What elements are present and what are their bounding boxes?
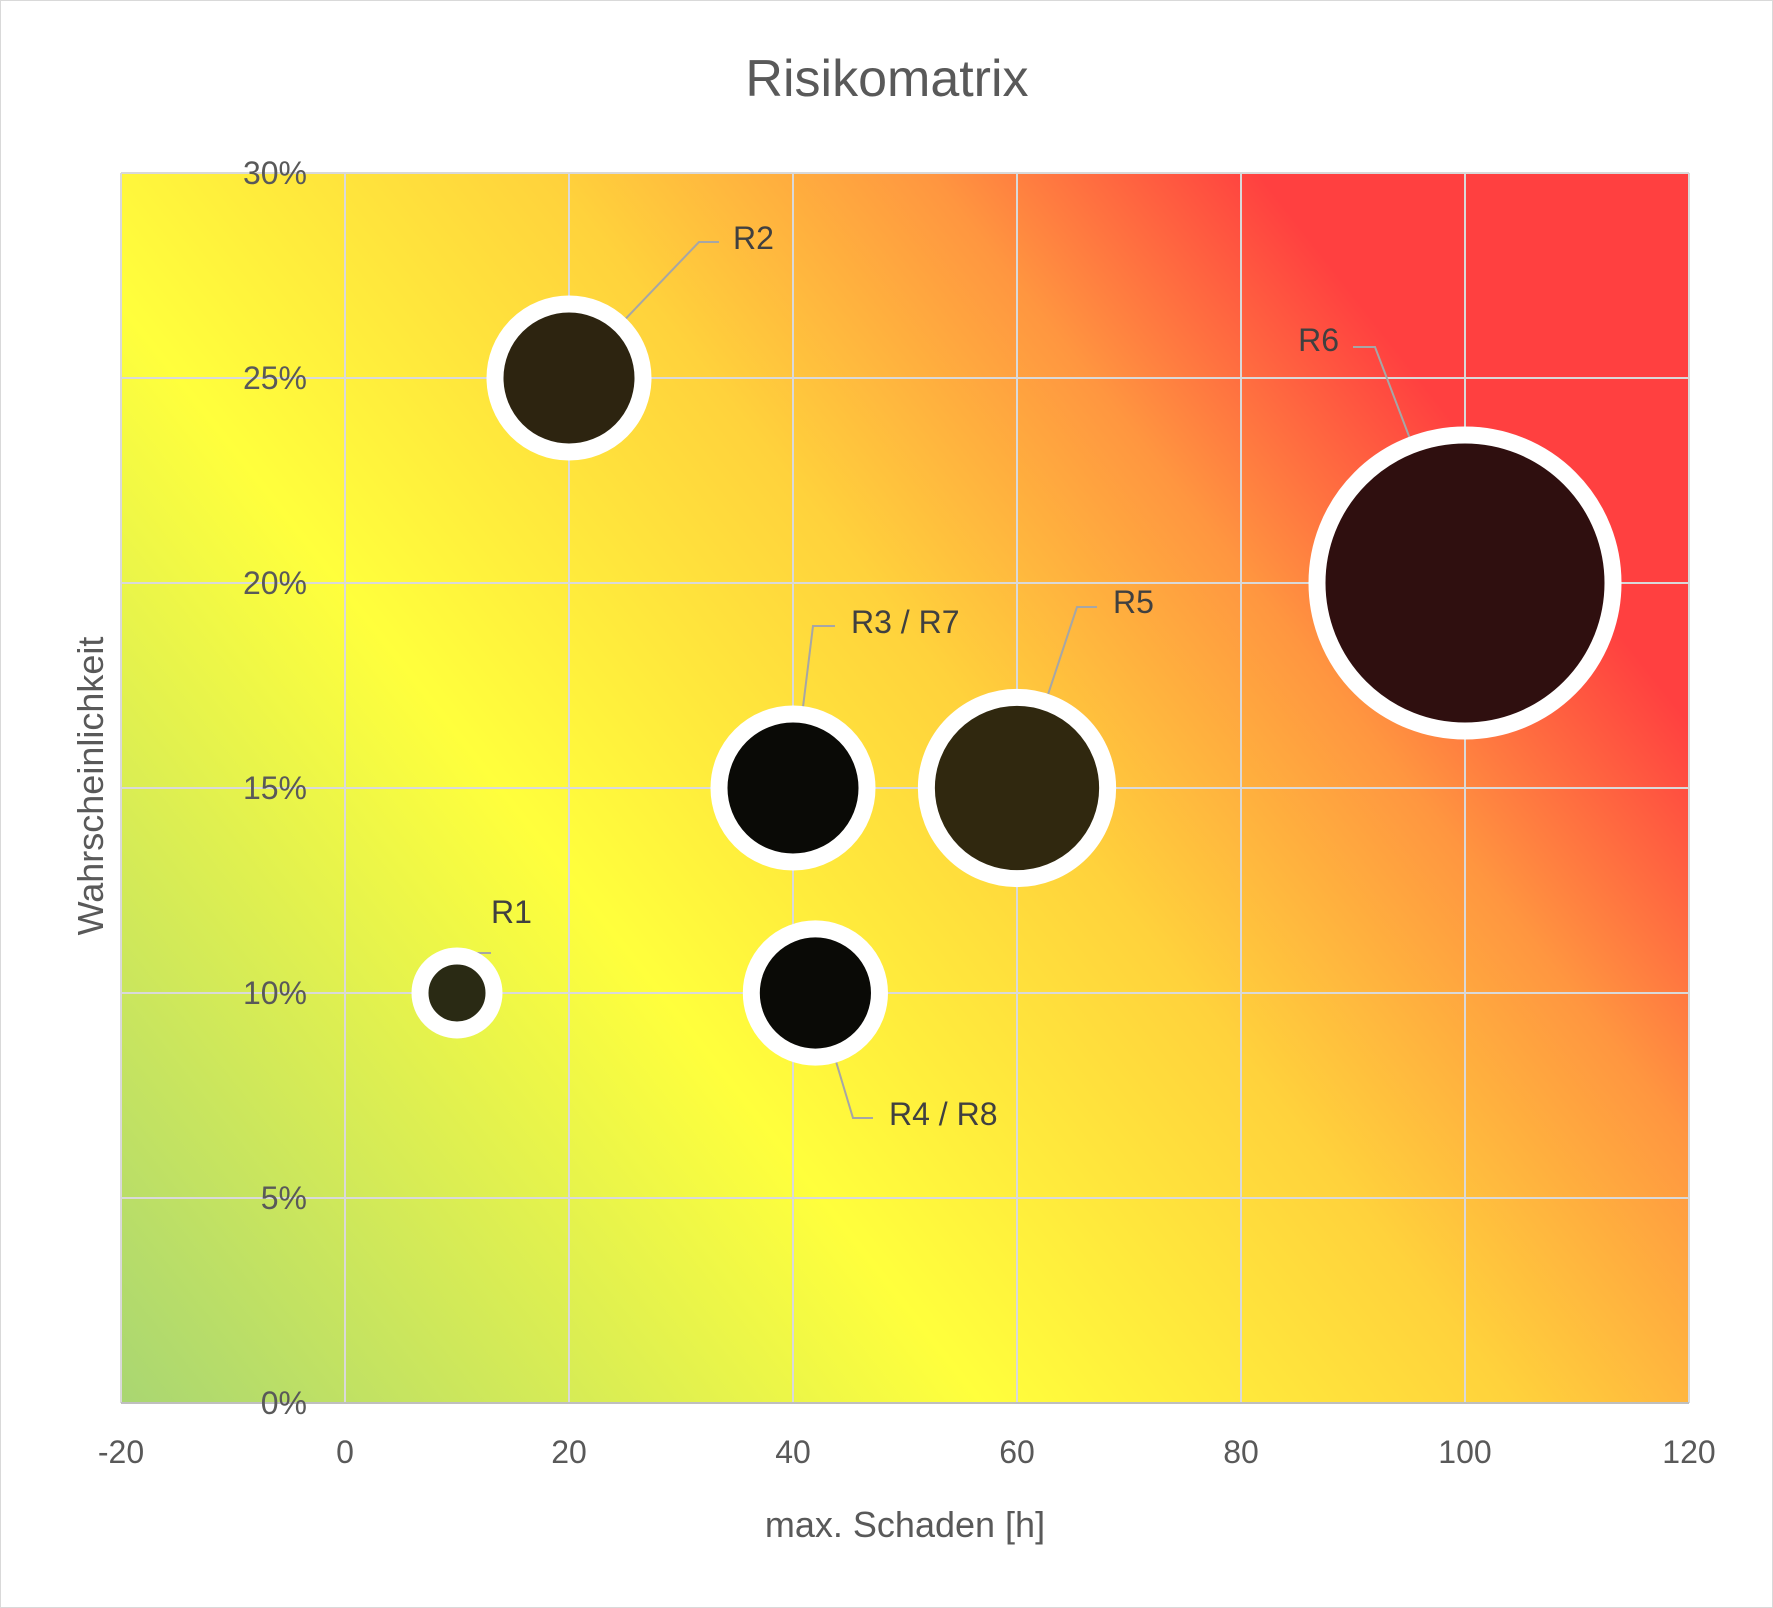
point-label: R3 / R7 <box>851 604 959 640</box>
y-tick-label: 25% <box>243 360 307 396</box>
x-tick-label: 60 <box>999 1434 1035 1470</box>
x-tick-label: 0 <box>336 1434 354 1470</box>
bubble <box>917 688 1117 888</box>
y-tick-label: 15% <box>243 770 307 806</box>
x-tick-label: 120 <box>1662 1434 1715 1470</box>
y-tick-label: 10% <box>243 975 307 1011</box>
point-label: R4 / R8 <box>889 1096 997 1132</box>
point-label: R6 <box>1298 322 1339 358</box>
y-tick-label: 30% <box>243 155 307 191</box>
bubble <box>411 947 503 1039</box>
x-tick-label: 40 <box>775 1434 811 1470</box>
y-axis-title: Wahrscheinlichkeit <box>70 637 111 936</box>
bubble <box>710 705 876 871</box>
x-tick-label: 100 <box>1438 1434 1491 1470</box>
bubble <box>742 920 888 1066</box>
y-tick-label: 0% <box>261 1385 307 1421</box>
bubble <box>486 295 652 461</box>
point-label: R2 <box>733 220 774 256</box>
point-label: R1 <box>491 894 532 930</box>
y-tick-label: 5% <box>261 1180 307 1216</box>
tick-labels: -20 0 20 40 60 80 100 120 0% 5% 10% 15% 20% 25% 30% <box>98 155 1716 1470</box>
x-axis-title: max. Schaden [h] <box>765 1504 1045 1545</box>
chart-title: Risikomatrix <box>745 50 1028 108</box>
bubble <box>1308 426 1622 740</box>
bubbles <box>411 295 1622 1066</box>
point-label: R5 <box>1113 584 1154 620</box>
x-tick-label: 20 <box>551 1434 587 1470</box>
point-labels: R1 R2 R3 / R7 R4 / R8 R5 R6 <box>491 220 1339 1132</box>
x-tick-label: -20 <box>98 1434 144 1470</box>
x-tick-label: 80 <box>1223 1434 1259 1470</box>
y-tick-label: 20% <box>243 565 307 601</box>
